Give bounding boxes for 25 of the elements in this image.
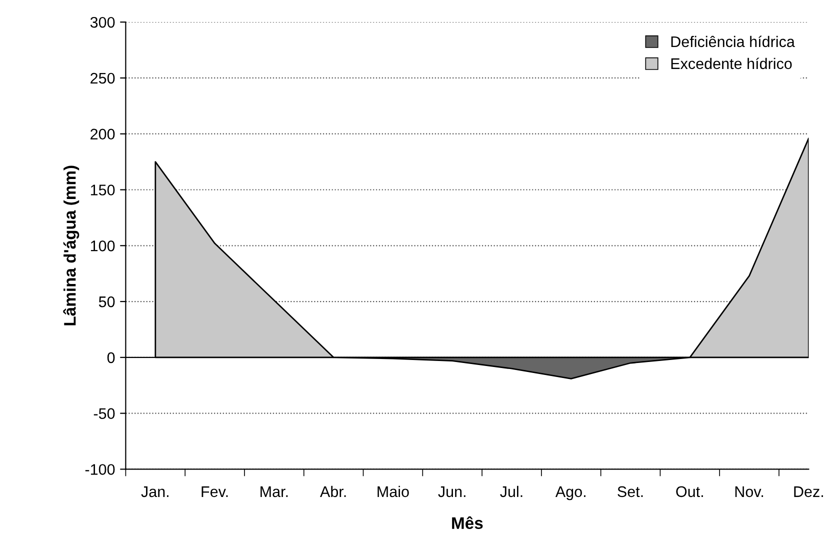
y-tick-label: 300 (90, 16, 115, 28)
x-tick-label: Abr. (320, 486, 346, 498)
y-tick-label: 250 (90, 72, 115, 84)
x-tick-label: Nov. (735, 486, 764, 498)
x-axis-title: Mês (452, 516, 483, 530)
x-tick-label: Ago. (555, 486, 586, 500)
x-tick-label: Mar. (260, 486, 288, 498)
y-tick-label: 150 (90, 184, 115, 196)
x-tick-label: Dez. (794, 486, 823, 498)
y-tick-label: -50 (94, 408, 115, 419)
x-tick-label: Jul. (500, 486, 522, 498)
x-tick-label: Fev. (202, 486, 228, 498)
x-tick-label: Maio (378, 486, 409, 498)
y-tick-label: 100 (90, 240, 115, 252)
x-tick-label: Set. (618, 486, 643, 498)
x-tick-label: Jun. (438, 486, 466, 498)
y-tick-label: 0 (107, 352, 115, 364)
y-tick-label: 50 (98, 296, 115, 308)
x-tick-label: Jan. (141, 486, 168, 498)
y-tick-label: -100 (85, 464, 115, 475)
legend-label: Excedente hídrico (671, 58, 792, 70)
x-tick-label: Out. (676, 486, 703, 498)
legend-label: Deficiência hídrica (671, 36, 795, 48)
y-tick-label: 200 (90, 128, 115, 140)
y-axis-title: Lâmina d'água (mm) (63, 166, 80, 326)
